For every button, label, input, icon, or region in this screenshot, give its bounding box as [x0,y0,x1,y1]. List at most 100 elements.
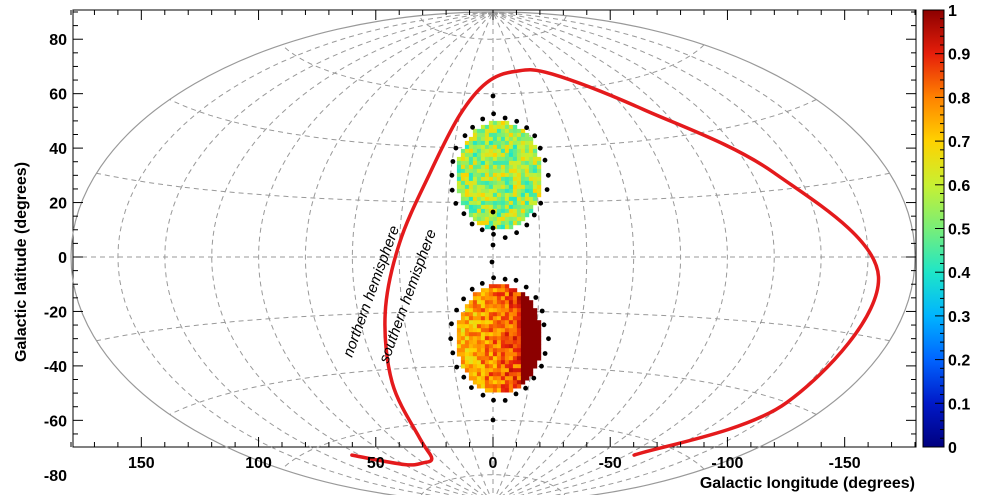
heat-cell [536,192,542,198]
heat-cell [504,220,510,226]
heat-cell [524,180,530,186]
heat-cell [508,296,514,301]
heat-cell [508,144,514,150]
heat-cell [524,160,530,166]
heat-cell [460,168,466,174]
heat-cell [524,132,530,138]
heat-cell [476,340,482,345]
heat-cell [492,328,498,333]
heat-cell [456,352,462,357]
heat-cell [492,132,498,138]
heat-cell [488,216,494,222]
heat-cell [484,320,490,325]
heat-cell [496,164,502,170]
heat-cell [536,164,542,170]
heat-cell [524,372,530,377]
boundary-marker [462,133,468,139]
heat-cell [504,156,510,162]
heat-cell [500,312,506,317]
heat-cell [500,200,506,206]
heat-cell [520,128,526,134]
heat-cell [516,176,522,182]
heat-cell [512,344,518,349]
heat-cell [488,340,494,345]
heat-cell [524,368,530,373]
heat-cell [500,224,506,230]
heat-cell [520,296,526,301]
heat-cell [512,356,518,361]
heat-cell [488,176,494,182]
heat-cell [464,160,470,166]
boundary-marker [490,225,496,231]
y-tick-label: -40 [44,359,67,376]
boundary-marker [450,159,456,164]
heat-cell [460,152,466,158]
boundary-marker [524,125,529,131]
heat-cell [484,220,490,226]
boundary-marker [470,124,475,130]
heat-cell [512,208,518,214]
heat-cell [536,340,542,345]
heat-cell [524,328,530,333]
heat-cell [504,304,510,309]
heat-cell [532,176,538,182]
heat-cell [476,148,482,154]
heat-cell [528,172,534,178]
boundary-marker [491,275,496,281]
heat-cell [536,324,542,329]
heat-cell [500,320,506,325]
heat-cell [500,196,506,202]
heat-cell [480,360,486,365]
heat-cell [468,352,474,357]
heat-cell [492,160,498,166]
heat-cell [512,288,518,293]
heat-cell [508,168,514,174]
heat-cell [524,304,530,309]
heat-cell [508,324,514,329]
heat-cell [516,292,522,297]
heat-cell [492,360,498,365]
heat-cell [512,300,518,305]
heat-cell [524,336,530,341]
heat-cell [508,300,514,305]
heat-cell [512,324,518,329]
heat-cell [488,344,494,349]
heat-cell [520,164,526,170]
heat-cell [528,196,534,202]
heat-cell [536,348,542,353]
heat-cell [488,388,494,393]
heat-cell [484,140,490,146]
heat-cell [508,388,514,393]
boundary-marker [542,157,548,163]
heat-cell [532,164,538,170]
heat-cell [500,188,506,194]
heat-cell [460,148,466,154]
heat-cell [468,212,474,218]
heat-cell [492,296,498,301]
heat-cell [476,308,482,313]
heat-cell [504,332,510,337]
heat-cell [480,208,486,214]
heat-cell [516,372,522,377]
heat-cell [468,368,474,373]
heat-cell [532,364,538,369]
y-tick-label: 60 [49,87,67,104]
heat-cell [528,320,534,325]
heat-cell [492,212,498,218]
heat-cell [512,340,518,345]
heat-cell [520,376,526,381]
heat-cell [528,208,534,214]
heat-cell [480,380,486,385]
heat-cell [520,192,526,198]
heat-cell [476,196,482,202]
heat-cell [484,368,490,373]
heat-cell [504,120,510,126]
heat-cell [504,184,510,190]
heat-cell [484,364,490,369]
heat-cell [528,344,534,349]
heat-cell [488,304,494,309]
heat-cell [464,328,470,333]
heat-cell [532,312,538,317]
y-tick-label: 20 [49,196,67,213]
